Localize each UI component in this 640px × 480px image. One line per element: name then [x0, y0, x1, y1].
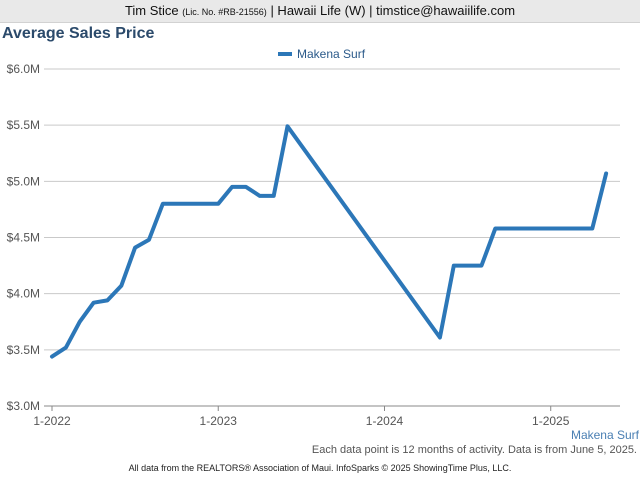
y-tick-label: $3.5M: [7, 343, 40, 357]
y-tick-label: $6.0M: [7, 62, 40, 76]
y-axis: $3.0M $3.5M $4.0M $4.5M $5.0M $5.5M $6.0M: [7, 62, 40, 413]
data-note: Each data point is 12 months of activity…: [311, 444, 637, 456]
x-tick-label: 1-2024: [366, 414, 404, 428]
legend: Makena Surf: [278, 47, 366, 61]
line-chart: $3.0M $3.5M $4.0M $4.5M $5.0M $5.5M $6.0M 1-20…: [7, 47, 640, 440]
x-tick-label: 1-2025: [532, 414, 570, 428]
x-tick-label: 1-2023: [200, 414, 238, 428]
y-tick-label: $4.5M: [7, 231, 40, 245]
agent-name: Tim Stice: [124, 3, 179, 18]
series-line-makena-surf: [50, 124, 609, 359]
y-tick-label: $4.0M: [7, 287, 40, 301]
series-end-label: Makena Surf: [571, 428, 640, 440]
x-tick-label: 1-2022: [33, 414, 71, 428]
chart-title: Average Sales Price: [2, 25, 155, 42]
agent-header: Tim Stice (Lic. No. #RB-21556) | Hawaii …: [0, 0, 640, 23]
x-axis: 1-2022 1-2023 1-2024 1-2025: [33, 406, 570, 428]
legend-label: Makena Surf: [297, 47, 366, 61]
y-tick-label: $3.0M: [7, 399, 40, 413]
license-number: (Lic. No. #RB-21556): [182, 7, 267, 17]
y-tick-label: $5.0M: [7, 174, 40, 188]
footer-credit: All data from the REALTORS® Association …: [128, 463, 512, 473]
agent-company-email: | Hawaii Life (W) | timstice@hawaiilife.…: [270, 3, 516, 18]
series-layer: Makena Surf: [50, 124, 640, 440]
y-tick-label: $5.5M: [7, 118, 40, 132]
grid-lines: [44, 68, 620, 407]
